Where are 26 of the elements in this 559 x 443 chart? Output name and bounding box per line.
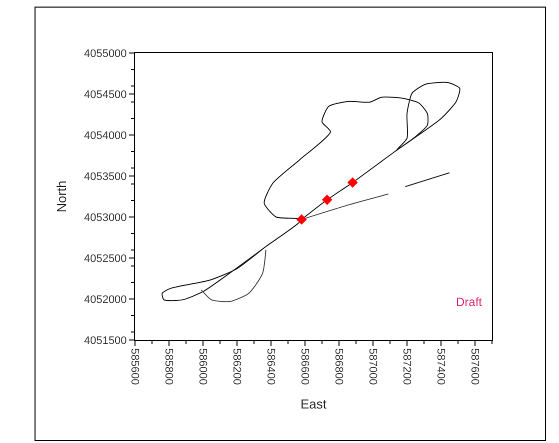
y-tick-label: 4052000 xyxy=(84,294,127,306)
x-tick-label: 587400 xyxy=(434,348,446,385)
x-tick-label: 586400 xyxy=(264,348,276,385)
y-tick-label: 4055000 xyxy=(84,48,127,60)
y-tick-label: 4053000 xyxy=(84,212,127,224)
x-axis-title: East xyxy=(300,396,327,412)
x-tick-label: 586000 xyxy=(196,348,208,385)
y-tick-label: 4051500 xyxy=(84,334,127,347)
x-tick-label: 587600 xyxy=(468,348,480,385)
y-tick-label: 4054000 xyxy=(84,130,127,142)
point xyxy=(347,177,358,188)
x-tick-label: 587200 xyxy=(400,348,412,385)
y-tick-label: 4053500 xyxy=(84,170,127,183)
y-axis-title: North xyxy=(54,180,69,212)
line-series xyxy=(200,249,266,302)
x-tick-label: 586800 xyxy=(332,348,344,385)
y-tick-label: 4052500 xyxy=(84,252,127,265)
x-tick-label: 587000 xyxy=(366,348,378,385)
point xyxy=(322,194,332,205)
x-tick-label: 585800 xyxy=(162,348,174,385)
y-tick-label: 4054500 xyxy=(84,88,127,101)
annotation: Draft xyxy=(456,295,483,309)
point xyxy=(296,214,307,225)
x-tick-label: 585600 xyxy=(128,348,140,385)
x-tick-label: 586600 xyxy=(298,348,310,385)
x-tick-label: 586200 xyxy=(230,348,242,385)
